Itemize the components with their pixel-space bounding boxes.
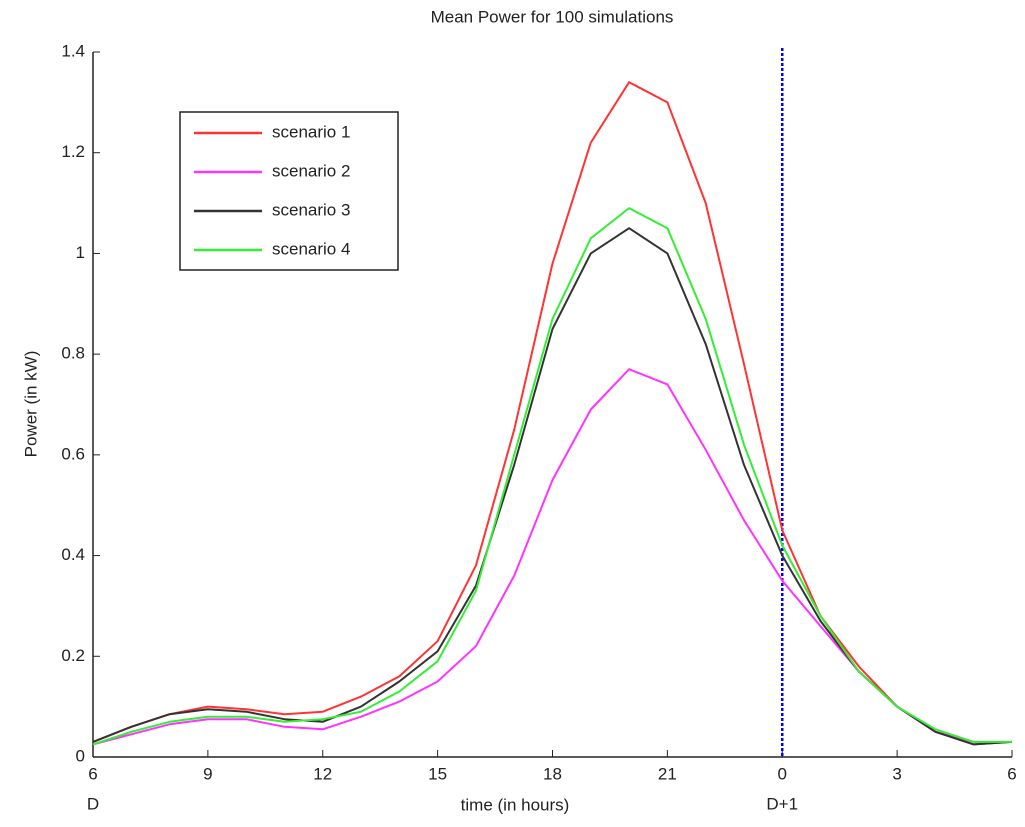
series-line — [92, 368, 1012, 746]
legend-label: scenario 3 — [272, 200, 350, 219]
legend-label: scenario 4 — [272, 239, 350, 258]
legend-box — [179, 111, 399, 271]
y-tick-label: 1.2 — [61, 142, 85, 161]
y-tick-label: 0.4 — [61, 545, 85, 564]
x-tick-label: 21 — [658, 764, 677, 783]
y-tick-label: 0 — [76, 746, 85, 765]
y-tick-label: 1 — [76, 243, 85, 262]
day-label: D+1 — [766, 794, 798, 813]
y-tick-label: 1.4 — [61, 41, 85, 60]
x-tick-label: 6 — [1007, 764, 1016, 783]
x-tick-label: 3 — [892, 764, 901, 783]
x-tick-label: 18 — [543, 764, 562, 783]
legend-label: scenario 2 — [272, 161, 350, 180]
x-axis-label: time (in hours) — [461, 795, 570, 814]
chart-title: Mean Power for 100 simulations — [431, 7, 674, 26]
x-tick-label: 6 — [88, 764, 97, 783]
series-line — [92, 81, 1013, 746]
x-tick-label: 15 — [428, 764, 447, 783]
x-tick-label: 0 — [778, 764, 787, 783]
x-tick-label: 12 — [313, 764, 332, 783]
y-tick-label: 0.2 — [61, 646, 85, 665]
series-line — [92, 227, 1013, 746]
legend-label: scenario 1 — [272, 122, 350, 141]
series-line — [92, 207, 1012, 746]
y-axis-label: Power (in kW) — [21, 351, 40, 458]
y-tick-label: 0.8 — [61, 344, 85, 363]
y-tick-label: 0.6 — [61, 444, 85, 463]
x-tick-label: 9 — [203, 764, 212, 783]
day-label: D — [87, 794, 99, 813]
